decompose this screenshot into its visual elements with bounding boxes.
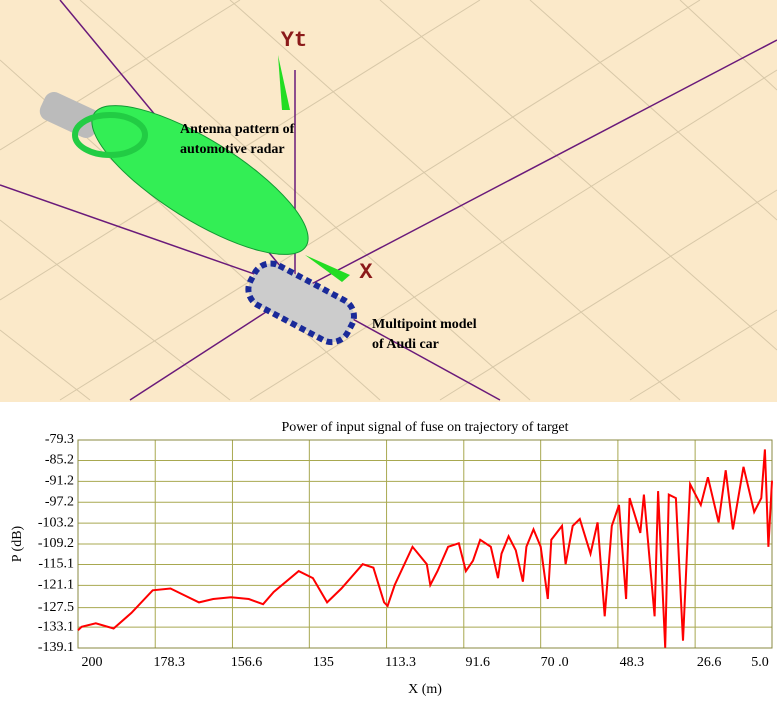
axis-label: Yt [281, 28, 307, 53]
y-tick-label: -121.1 [38, 578, 74, 593]
y-tick-label: -79.3 [45, 432, 74, 447]
y-tick-label: -103.2 [38, 515, 74, 530]
side-lobe [72, 112, 148, 158]
scene: Yt X Antenna pattern of automotive radar… [0, 0, 777, 402]
annotation: Antenna pattern of [180, 122, 295, 137]
x-tick-label: 5.0 [751, 655, 769, 670]
annotation: automotive radar [180, 142, 285, 157]
x-tick-label: 178.3 [153, 655, 185, 670]
y-tick-label: -97.2 [45, 494, 74, 509]
data-line [77, 449, 773, 648]
floor-grid [0, 0, 777, 401]
axis-label: X [359, 260, 373, 285]
y-axis-label: P (dB) [10, 525, 25, 562]
x-axis-label: X (m) [408, 682, 442, 697]
target-car [245, 260, 357, 346]
y-axis-arrow [278, 55, 290, 110]
annotation: Multipoint model [372, 317, 477, 332]
x-tick-label: 70 .0 [541, 655, 569, 670]
x-tick-label: 156.6 [231, 655, 263, 670]
y-tick-label: -127.5 [38, 600, 74, 615]
x-tick-label: 200 [82, 655, 103, 670]
y-tick-label: -91.2 [45, 474, 74, 489]
y-tick-label: -85.2 [45, 453, 74, 468]
x-axis-arrow [305, 255, 350, 282]
y-tick-label: -115.1 [38, 557, 74, 572]
x-tick-label: 135 [313, 655, 334, 670]
annotation: of Audi car [372, 337, 439, 352]
plot-border [77, 439, 773, 649]
y-tick-label: -139.1 [38, 640, 74, 655]
y-tick-label: -109.2 [38, 536, 74, 551]
scene-background [0, 0, 777, 402]
x-tick-label: 26.6 [697, 655, 722, 670]
chart-title: Power of input signal of fuse on traject… [281, 420, 568, 435]
y-tick-label: -133.1 [38, 619, 74, 634]
x-tick-label: 113.3 [385, 655, 416, 670]
radar-car [39, 92, 101, 138]
x-tick-label: 91.6 [466, 655, 491, 670]
x-tick-label: 48.3 [620, 655, 645, 670]
